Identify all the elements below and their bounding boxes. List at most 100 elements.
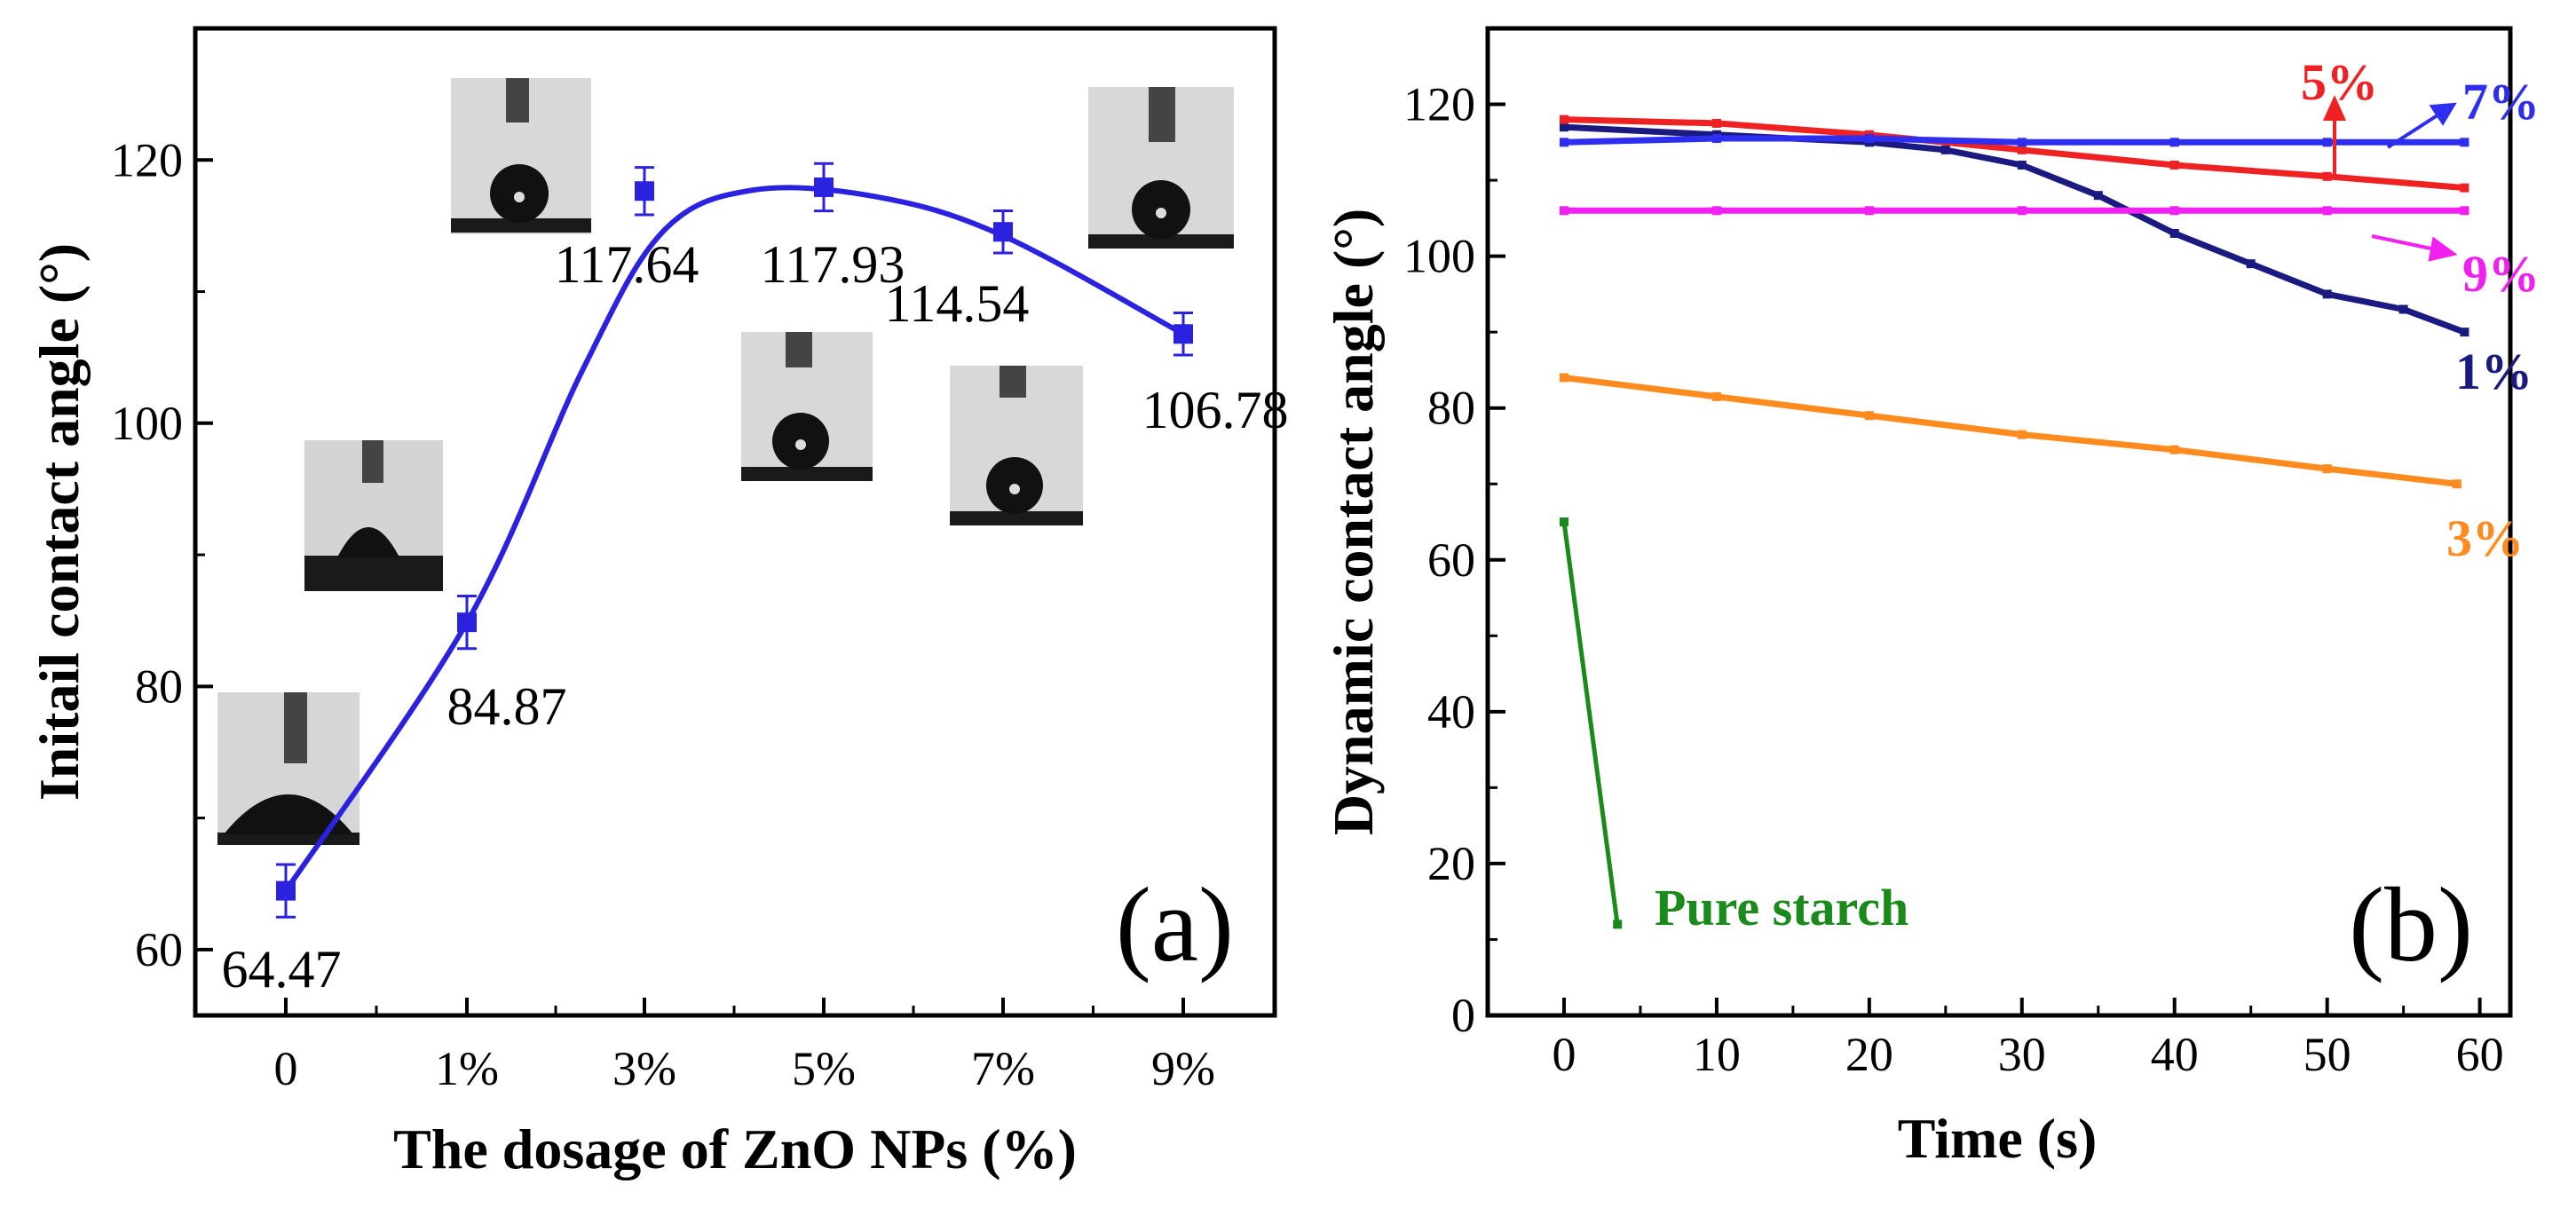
series-point <box>2017 430 2027 439</box>
series-point <box>2460 206 2469 216</box>
series-point <box>2169 160 2179 170</box>
panel-b-x-tick-label: 0 <box>1552 1028 1576 1081</box>
panel-a-data-label: 114.54 <box>885 274 1030 333</box>
panel-a-x-tick-label: 7% <box>971 1042 1035 1095</box>
series-point <box>2322 171 2332 181</box>
droplet-photo-9 <box>1088 87 1234 249</box>
panel-b-label: (b) <box>2349 865 2473 983</box>
panel-a-y-tick-label: 60 <box>135 923 183 976</box>
panel-a-x-tick-label: 0 <box>274 1042 298 1095</box>
series-point <box>2322 138 2332 147</box>
panel-b-x-axis-title: Time (s) <box>1898 1107 2098 1170</box>
series-point <box>1864 206 1874 216</box>
series-point <box>1559 373 1569 383</box>
series-point <box>2169 206 2179 216</box>
panel-a-y-axis-title: Initail contact angle (°) <box>28 243 91 801</box>
panel-a-x-tick-label: 1% <box>435 1042 499 1095</box>
series-point <box>2322 206 2332 216</box>
series-point <box>1864 411 1874 421</box>
panel-b-x-tick-label: 30 <box>1998 1028 2046 1081</box>
series-point <box>1711 134 1721 144</box>
series-point <box>1711 118 1721 128</box>
panel-b-y-tick-label: 100 <box>1403 230 1475 283</box>
panel-b-y-tick-label: 20 <box>1427 837 1475 890</box>
series-label-7pct: 7% <box>2462 73 2540 130</box>
panel-b-x-tick-label: 40 <box>2151 1028 2199 1081</box>
series-point <box>1711 391 1721 401</box>
panel-b-frame <box>1485 26 2513 1018</box>
panel-b-y-tick-label: 40 <box>1427 685 1475 738</box>
panel-a-data-point <box>814 177 834 197</box>
panel-a-data-label: 117.93 <box>761 235 905 294</box>
series-point <box>2169 228 2179 238</box>
panel-a-data-label: 106.78 <box>1142 381 1289 439</box>
panel-a-data-label: 84.87 <box>447 677 567 736</box>
series-point <box>1559 517 1569 526</box>
series-point <box>2322 464 2332 474</box>
series-point <box>2017 160 2027 170</box>
panel-a-x-tick-label: 3% <box>612 1042 676 1095</box>
series-point <box>2169 445 2179 454</box>
panel-a-data-point <box>993 222 1013 242</box>
panel-a-data-point <box>276 880 296 901</box>
panel-a-y-axis: 60 80 100 120 <box>111 133 213 976</box>
panel-b-y-tick-label: 120 <box>1403 78 1475 131</box>
panel-a: 60 80 100 120 0 1% 3% 5% 7% 9% 64.47 84.87 117.64 1… <box>28 26 1289 1180</box>
panel-a-data-point <box>457 612 477 633</box>
series-point <box>2452 479 2461 489</box>
series-point <box>1711 206 1721 216</box>
panel-a-data-label: 64.47 <box>222 940 342 999</box>
panel-a-x-tick-label: 5% <box>792 1042 856 1095</box>
series-point <box>1559 114 1569 124</box>
droplet-photo-3 <box>451 78 591 234</box>
series-point <box>1864 134 1874 144</box>
panel-a-y-tick-label: 80 <box>135 659 183 713</box>
panel-b-x-tick-label: 60 <box>2456 1028 2504 1081</box>
panel-b-y-axis-title: Dynamic contact angle (°) <box>1322 209 1385 835</box>
panel-b: 0 20 40 60 80 100 120 0 10 20 30 40 50 60 Dynamic co… <box>1322 26 2540 1170</box>
droplet-photo-1 <box>304 440 443 591</box>
series-point <box>2460 183 2469 193</box>
panel-b-x-axis: 0 10 20 30 40 50 60 <box>1552 998 2504 1081</box>
series-point <box>2017 206 2027 216</box>
panel-a-data-label: 117.64 <box>555 235 699 294</box>
panel-b-y-axis: 0 20 40 60 80 100 120 <box>1403 78 1505 1042</box>
series-point <box>2246 259 2256 269</box>
panel-b-x-tick-label: 10 <box>1693 1028 1741 1081</box>
panel-a-x-axis: 0 1% 3% 5% 7% 9% <box>274 998 1215 1095</box>
series-label-pure-starch: Pure starch <box>1655 879 1908 936</box>
series-line-pure-starch <box>1561 521 1620 925</box>
series-point <box>2322 289 2332 299</box>
series-label-5pct: 5% <box>2301 53 2378 111</box>
droplet-photo-5 <box>741 332 873 481</box>
series-label-9pct: 9% <box>2462 245 2540 303</box>
series-point <box>1559 206 1569 216</box>
panel-b-x-tick-label: 50 <box>2303 1028 2351 1081</box>
series-line-1pct <box>1563 123 2466 336</box>
panel-a-data-point <box>635 181 654 201</box>
series-point <box>1940 145 1950 154</box>
arrow-5pct <box>2322 95 2347 178</box>
panel-b-x-tick-label: 20 <box>1845 1028 1893 1081</box>
panel-a-y-tick-label: 100 <box>111 397 183 450</box>
series-point <box>2017 145 2027 154</box>
panel-a-x-tick-label: 9% <box>1151 1042 1215 1095</box>
panel-a-y-tick-label: 120 <box>111 133 183 186</box>
droplet-photo-7 <box>950 366 1083 525</box>
panel-b-plot-area <box>1559 114 2469 929</box>
droplet-photo-0 <box>217 692 360 845</box>
series-point <box>2169 138 2179 147</box>
series-point <box>1559 138 1569 147</box>
series-point <box>2460 138 2469 147</box>
arrow-7pct <box>2386 102 2457 149</box>
arrow-9pct <box>2371 234 2458 262</box>
series-label-3pct: 3% <box>2446 509 2524 567</box>
series-label-1pct: 1% <box>2455 343 2533 400</box>
panel-a-x-axis-title: The dosage of ZnO NPs (%) <box>393 1117 1077 1180</box>
panel-a-label: (a) <box>1116 865 1234 983</box>
panel-b-y-tick-label: 0 <box>1451 989 1475 1042</box>
series-point <box>1559 122 1569 132</box>
series-point <box>2017 138 2027 147</box>
panel-b-y-tick-label: 60 <box>1427 533 1475 587</box>
